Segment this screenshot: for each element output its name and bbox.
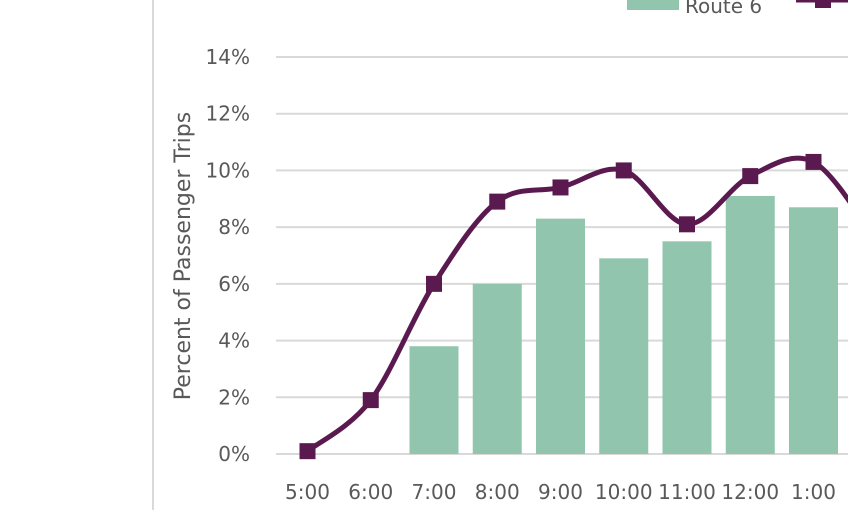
- y-tick-label: 10%: [206, 158, 250, 182]
- bar: [536, 218, 585, 454]
- line-series-markers: [299, 153, 822, 460]
- legend: Route 6: [627, 0, 848, 18]
- x-tick-label: 10:00: [595, 480, 653, 504]
- y-tick-label: 6%: [218, 272, 250, 296]
- bar: [472, 283, 522, 454]
- bar: [789, 207, 838, 454]
- line-point-marker: [426, 275, 442, 292]
- y-tick-label: 4%: [218, 329, 250, 353]
- line-point-marker: [805, 153, 822, 170]
- line-point-marker: [679, 216, 695, 233]
- y-tick-label: 2%: [218, 385, 250, 409]
- bar-series: [409, 195, 838, 454]
- y-tick-label: 14%: [206, 45, 250, 69]
- y-tick-label: 12%: [206, 102, 250, 126]
- bar: [409, 346, 459, 454]
- line-point-marker: [615, 162, 632, 179]
- chart-frame-border: [152, 0, 154, 510]
- x-tick-label: 5:00: [285, 480, 330, 504]
- bar: [599, 258, 649, 454]
- legend-label-route-6: Route 6: [685, 0, 762, 18]
- x-tick-label: 9:00: [538, 480, 583, 504]
- line-point-marker: [742, 168, 759, 185]
- x-tick-labels: 5:00 6:00 7:00 8:00 9:00 10:00 11:00 12:00 1:00: [285, 480, 836, 504]
- legend-marker-line-series: [815, 0, 831, 8]
- line-point-marker: [299, 443, 316, 460]
- x-tick-label: 11:00: [658, 480, 716, 504]
- y-axis-label: Percent of Passenger Trips: [171, 112, 196, 400]
- bar: [725, 195, 775, 454]
- x-tick-label: 6:00: [348, 480, 393, 504]
- x-tick-label: 1:00: [791, 480, 836, 504]
- x-tick-label: 12:00: [721, 480, 779, 504]
- line-point-marker: [489, 193, 506, 210]
- y-tick-label: 0%: [218, 442, 250, 466]
- line-series-path: [305, 155, 848, 454]
- x-tick-label: 8:00: [475, 480, 520, 504]
- y-tick-label: 8%: [218, 215, 250, 239]
- x-tick-label: 7:00: [412, 480, 457, 504]
- y-tick-labels: 0% 2% 4% 6% 8% 10% 12% 14%: [206, 45, 250, 466]
- line-point-marker: [362, 392, 379, 409]
- legend-swatch-route-6: [627, 0, 679, 10]
- line-point-marker: [552, 179, 569, 196]
- bar: [662, 241, 712, 454]
